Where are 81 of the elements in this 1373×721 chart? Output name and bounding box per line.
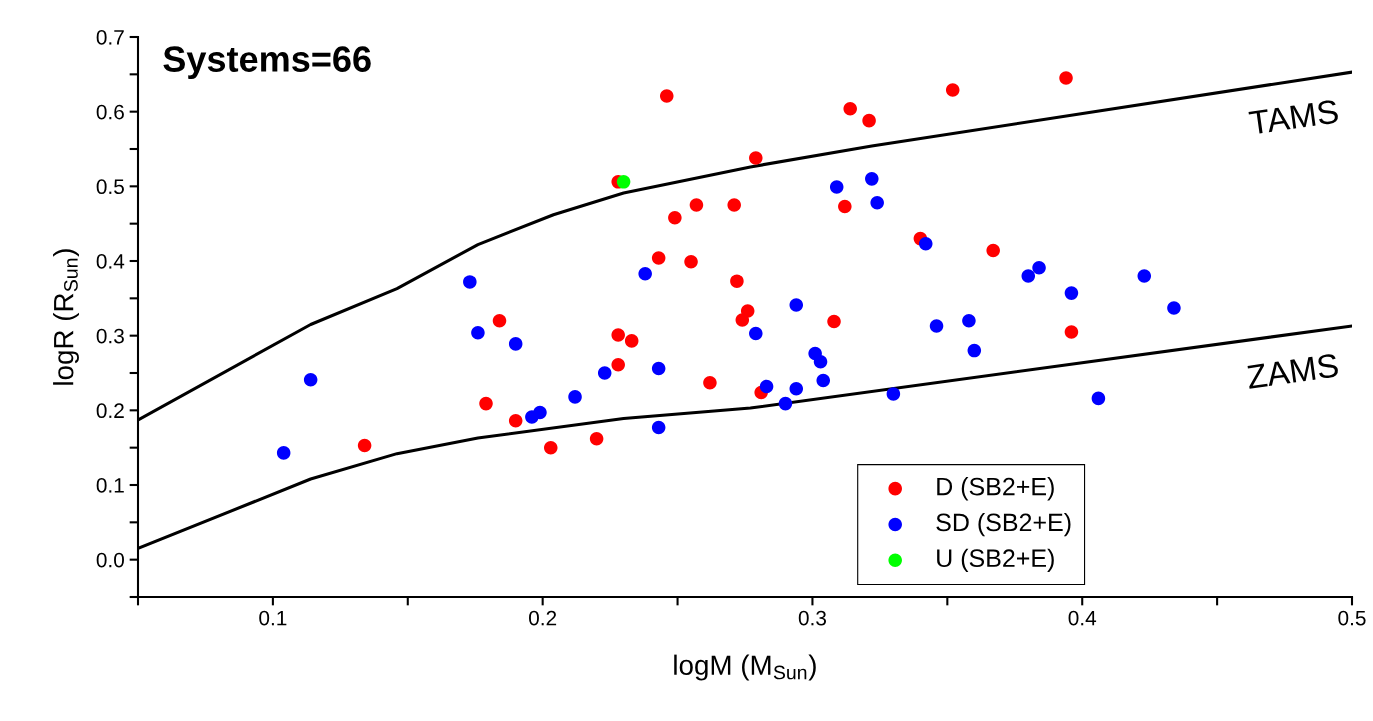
point (918, 237, 933, 251)
point (962, 313, 976, 328)
point (727, 198, 741, 212)
point (870, 195, 884, 210)
point (778, 396, 793, 411)
y-tick-label: 0.5 (96, 179, 124, 195)
point (1167, 301, 1181, 315)
legend-label: D (SB2+E) (937, 477, 1054, 501)
point (624, 334, 639, 348)
point (945, 83, 960, 97)
point (543, 440, 558, 455)
point (471, 325, 485, 340)
point (568, 390, 582, 404)
point (611, 358, 625, 372)
point (827, 314, 841, 329)
point (668, 210, 682, 225)
point (789, 298, 804, 312)
x-tick-label: 0.1 (259, 610, 287, 626)
point (508, 337, 523, 351)
y-tick-label: 0.0 (96, 552, 124, 568)
point (276, 446, 291, 460)
point (1064, 286, 1079, 300)
point (862, 113, 876, 128)
y-tick-label: 0.1 (96, 478, 124, 493)
text: TAMS (1248, 99, 1339, 135)
y-tick-label: 0.6 (96, 104, 124, 120)
point (616, 175, 631, 189)
point (730, 274, 744, 288)
legend-label: SD (SB2+E) (936, 512, 1071, 537)
point (638, 266, 652, 281)
point (886, 387, 901, 401)
point (813, 355, 828, 369)
point (660, 89, 674, 103)
point (1137, 269, 1152, 283)
point (789, 381, 804, 396)
point (838, 199, 852, 214)
x-tick-label: 0.2 (529, 610, 557, 626)
x-tick-label: 0.5 (1338, 610, 1366, 626)
point (967, 343, 982, 358)
point (611, 328, 625, 342)
point (303, 372, 318, 387)
point (357, 438, 372, 453)
point (759, 379, 774, 394)
point (533, 405, 547, 420)
annotation: Systems=66 (163, 46, 371, 80)
point (843, 101, 857, 116)
point (651, 251, 666, 265)
point (1059, 71, 1073, 85)
point (651, 420, 666, 435)
y-tick-label: 0.3 (96, 328, 124, 344)
point (1064, 325, 1079, 339)
y-tick-label: 0.2 (96, 403, 124, 419)
point (463, 275, 477, 289)
point (684, 254, 698, 269)
y-axis-title: logR (R$_{Sun}$) (53, 249, 79, 385)
point (749, 326, 763, 341)
x-axis-title: logM (M$_{Sun}$) (674, 654, 816, 681)
point (1021, 269, 1036, 283)
x-tick-label: 0.3 (798, 610, 827, 626)
point (1091, 391, 1106, 406)
legend-label: U (SB2+E) (937, 548, 1054, 572)
point (651, 361, 666, 376)
point (829, 180, 844, 194)
point (589, 431, 604, 446)
point (735, 313, 750, 327)
point (492, 313, 507, 328)
point (816, 373, 830, 388)
point (479, 396, 493, 411)
text: ZAMS (1246, 353, 1339, 390)
y-tick-label: 0.7 (96, 30, 124, 45)
point (749, 151, 763, 165)
point (929, 319, 944, 333)
point (986, 243, 1000, 258)
point (703, 375, 717, 390)
y-tick-label: 0.4 (96, 254, 125, 269)
point (865, 172, 879, 186)
point (1032, 260, 1046, 275)
point (508, 414, 523, 428)
point (689, 198, 704, 212)
x-tick-label: 0.4 (1068, 610, 1097, 626)
point (597, 366, 612, 380)
